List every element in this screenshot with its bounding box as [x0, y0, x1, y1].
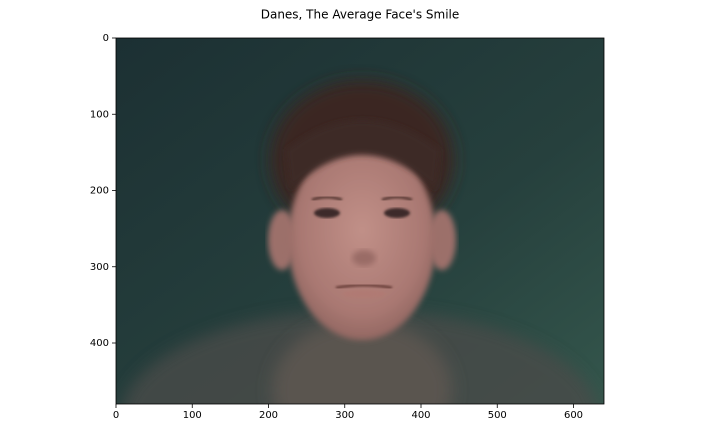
x-tick-label: 600 — [564, 410, 583, 421]
x-tick-label: 0 — [113, 410, 119, 421]
x-tick-label: 300 — [335, 410, 354, 421]
axes-frame — [115, 37, 605, 405]
y-tick-label: 200 — [90, 186, 109, 197]
y-tick-label: 100 — [90, 109, 109, 120]
chart-title: Danes, The Average Face's Smile — [261, 8, 460, 22]
x-tick-label: 500 — [488, 410, 507, 421]
image — [116, 38, 604, 404]
y-tick-label: 0 — [103, 33, 109, 44]
x-tick-label: 100 — [183, 410, 202, 421]
y-tick-label: 400 — [90, 338, 109, 349]
y-tick-label: 300 — [90, 262, 109, 273]
x-tick-label: 200 — [259, 410, 278, 421]
x-tick-label: 400 — [411, 410, 430, 421]
